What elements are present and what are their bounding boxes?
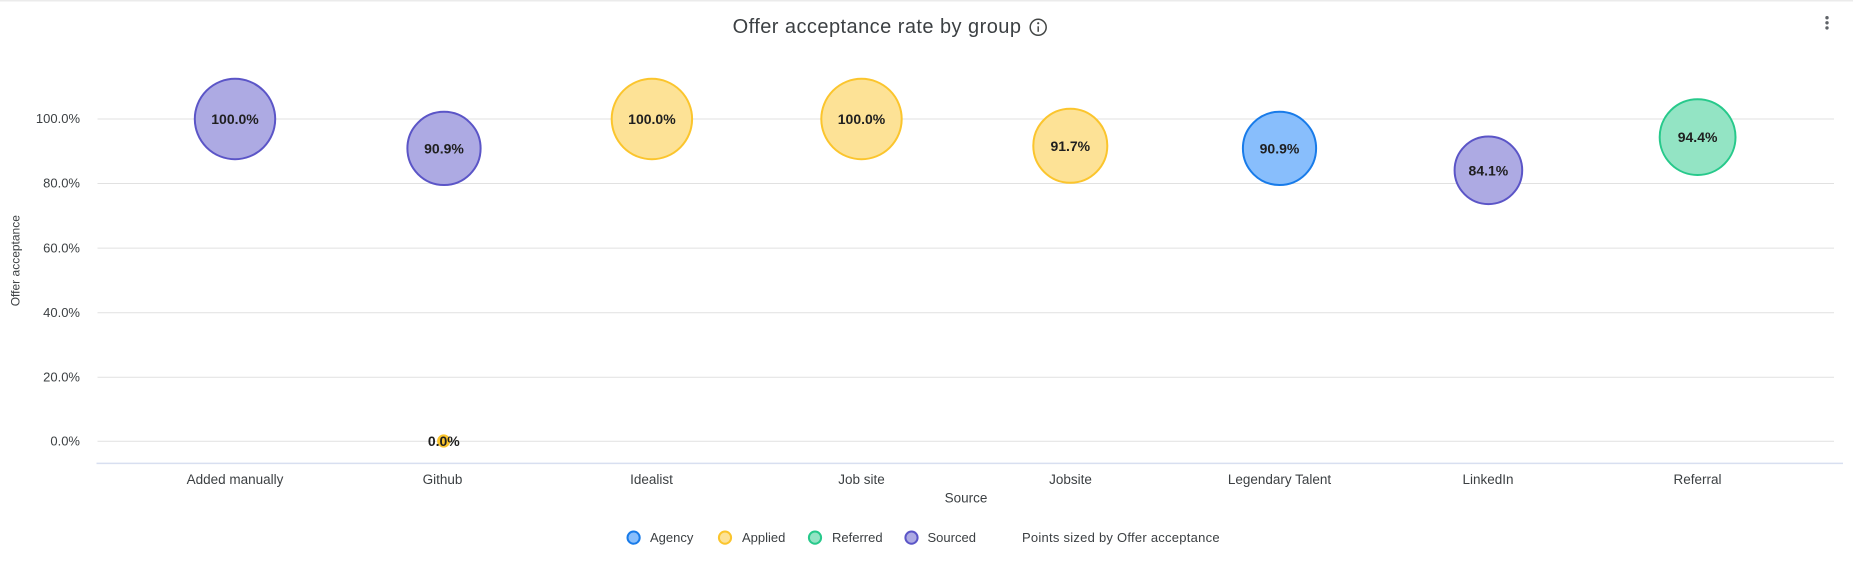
svg-text:40.0%: 40.0% bbox=[43, 305, 80, 320]
svg-text:Job site: Job site bbox=[838, 472, 885, 487]
svg-text:100.0%: 100.0% bbox=[211, 111, 259, 127]
svg-text:Agency: Agency bbox=[650, 530, 694, 545]
svg-text:90.9%: 90.9% bbox=[1260, 140, 1300, 156]
svg-text:Added manually: Added manually bbox=[187, 472, 284, 487]
svg-text:80.0%: 80.0% bbox=[43, 176, 80, 191]
svg-text:60.0%: 60.0% bbox=[43, 240, 80, 255]
svg-text:Source: Source bbox=[945, 491, 988, 506]
svg-text:90.9%: 90.9% bbox=[424, 140, 464, 156]
svg-text:Sourced: Sourced bbox=[928, 530, 976, 545]
svg-text:0.0%: 0.0% bbox=[428, 433, 460, 449]
svg-text:Github: Github bbox=[423, 472, 463, 487]
svg-text:20.0%: 20.0% bbox=[43, 369, 80, 384]
svg-text:100.0%: 100.0% bbox=[628, 111, 676, 127]
svg-text:Jobsite: Jobsite bbox=[1049, 472, 1092, 487]
svg-text:Legendary Talent: Legendary Talent bbox=[1228, 472, 1332, 487]
svg-text:91.7%: 91.7% bbox=[1050, 138, 1090, 154]
svg-text:100.0%: 100.0% bbox=[36, 111, 81, 126]
svg-text:Offer acceptance rate by group: Offer acceptance rate by group bbox=[733, 16, 1022, 38]
svg-text:Points sized by Offer acceptan: Points sized by Offer acceptance bbox=[1022, 530, 1220, 545]
svg-text:84.1%: 84.1% bbox=[1469, 162, 1509, 178]
svg-text:Applied: Applied bbox=[742, 530, 785, 545]
svg-text:100.0%: 100.0% bbox=[838, 111, 886, 127]
svg-text:0.0%: 0.0% bbox=[50, 434, 80, 449]
svg-text:Referral: Referral bbox=[1673, 472, 1721, 487]
svg-text:94.4%: 94.4% bbox=[1678, 129, 1718, 145]
svg-text:Idealist: Idealist bbox=[630, 472, 673, 487]
svg-text:Offer acceptance: Offer acceptance bbox=[9, 215, 23, 306]
svg-text:Referred: Referred bbox=[832, 530, 883, 545]
svg-text:LinkedIn: LinkedIn bbox=[1462, 472, 1513, 487]
